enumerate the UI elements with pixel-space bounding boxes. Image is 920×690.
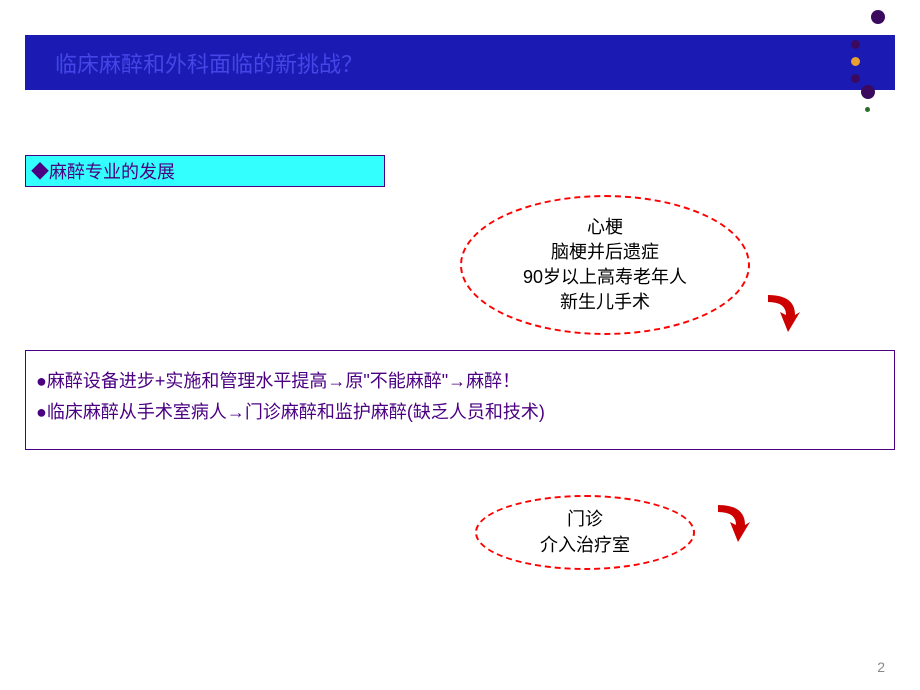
callout-ellipse-2: 门诊 介入治疗室 (475, 495, 695, 570)
curved-arrow-1 (760, 290, 800, 335)
page-title: 临床麻醉和外科面临的新挑战？ (55, 47, 363, 79)
title-bar: 临床麻醉和外科面临的新挑战？ (25, 35, 895, 90)
callout-ellipse-1: 心梗 脑梗并后遗症 90岁以上高寿老年人 新生儿手术 (460, 195, 750, 335)
ellipse2-line2: 介入治疗室 (540, 533, 630, 558)
decorative-dots-right2 (851, 40, 860, 83)
main-content-box: ●麻醉设备进步+实施和管理水平提高→原"不能麻醉"→麻醉！ ●临床麻醉从手术室病… (25, 350, 895, 450)
section-heading: ◆麻醉专业的发展 (31, 158, 175, 184)
curved-arrow-2 (710, 500, 750, 545)
page-number: 2 (877, 659, 885, 675)
section-heading-box: ◆麻醉专业的发展 (25, 155, 385, 187)
ellipse1-line3: 90岁以上高寿老年人 (523, 265, 687, 290)
decorative-dots-right (871, 10, 885, 24)
main-line-2: ●临床麻醉从手术室病人→门诊麻醉和监护麻醉(缺乏人员和技术) (36, 397, 884, 428)
ellipse1-line2: 脑梗并后遗症 (551, 240, 659, 265)
ellipse1-line1: 心梗 (587, 215, 623, 240)
decorative-dots-right3 (861, 85, 875, 112)
ellipse1-line4: 新生儿手术 (560, 290, 650, 315)
ellipse2-line1: 门诊 (567, 507, 603, 532)
main-line-1: ●麻醉设备进步+实施和管理水平提高→原"不能麻醉"→麻醉！ (36, 366, 884, 397)
